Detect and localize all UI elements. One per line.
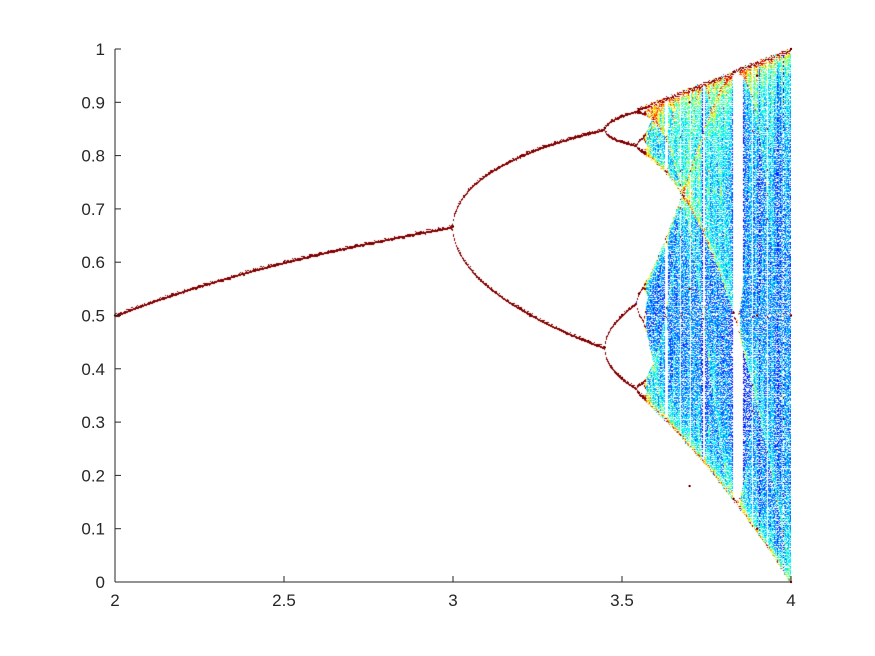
data-point [732, 70, 735, 74]
data-point [688, 287, 691, 291]
data-point [789, 47, 793, 51]
data-point [620, 313, 624, 317]
data-points-layer [113, 47, 793, 584]
data-point [637, 147, 641, 150]
data-point [789, 314, 793, 317]
bifurcation-density-plot [115, 49, 791, 582]
data-point [637, 292, 641, 295]
data-point [637, 108, 641, 111]
data-point [756, 74, 759, 77]
data-point [451, 225, 455, 228]
y-tick-label: 1 [96, 40, 105, 59]
x-tick-label: 3 [448, 591, 457, 610]
y-tick-label: 0.8 [81, 147, 105, 166]
data-point [587, 339, 590, 343]
data-point [603, 126, 606, 130]
data-point [587, 132, 590, 135]
data-point [756, 527, 759, 530]
data-point [688, 101, 691, 104]
x-tick-label: 2 [110, 591, 119, 610]
data-point [519, 154, 522, 158]
y-tick-label: 0.2 [81, 466, 105, 485]
y-tick-label: 0.6 [81, 253, 105, 272]
y-tick-label: 0.9 [81, 93, 105, 112]
x-tick-label: 4 [786, 591, 795, 610]
data-point [620, 376, 624, 380]
y-tick-label: 0.1 [81, 520, 105, 539]
y-tick-label: 0.4 [81, 360, 105, 379]
data-point [637, 391, 641, 394]
y-tick-label: 0 [96, 573, 105, 592]
data-point [418, 231, 421, 235]
data-point [688, 484, 691, 488]
data-point [732, 311, 735, 315]
data-point [620, 114, 624, 117]
y-tick-label: 0.5 [81, 307, 105, 326]
data-point [620, 140, 624, 143]
data-point [519, 307, 522, 310]
x-tick-label: 3.5 [610, 591, 634, 610]
data-point [603, 346, 606, 349]
y-tick-label: 0.7 [81, 200, 105, 219]
y-tick-label: 0.3 [81, 413, 105, 432]
x-tick-label: 2.5 [272, 591, 296, 610]
data-point [756, 314, 759, 317]
data-point [282, 261, 286, 264]
data-point [732, 497, 735, 501]
axes: 2 2.5 3 3.5 4 0 0.1 0.2 0.3 0.4 0.5 0.6 0.7 0.8 0.9 1 [81, 40, 795, 610]
